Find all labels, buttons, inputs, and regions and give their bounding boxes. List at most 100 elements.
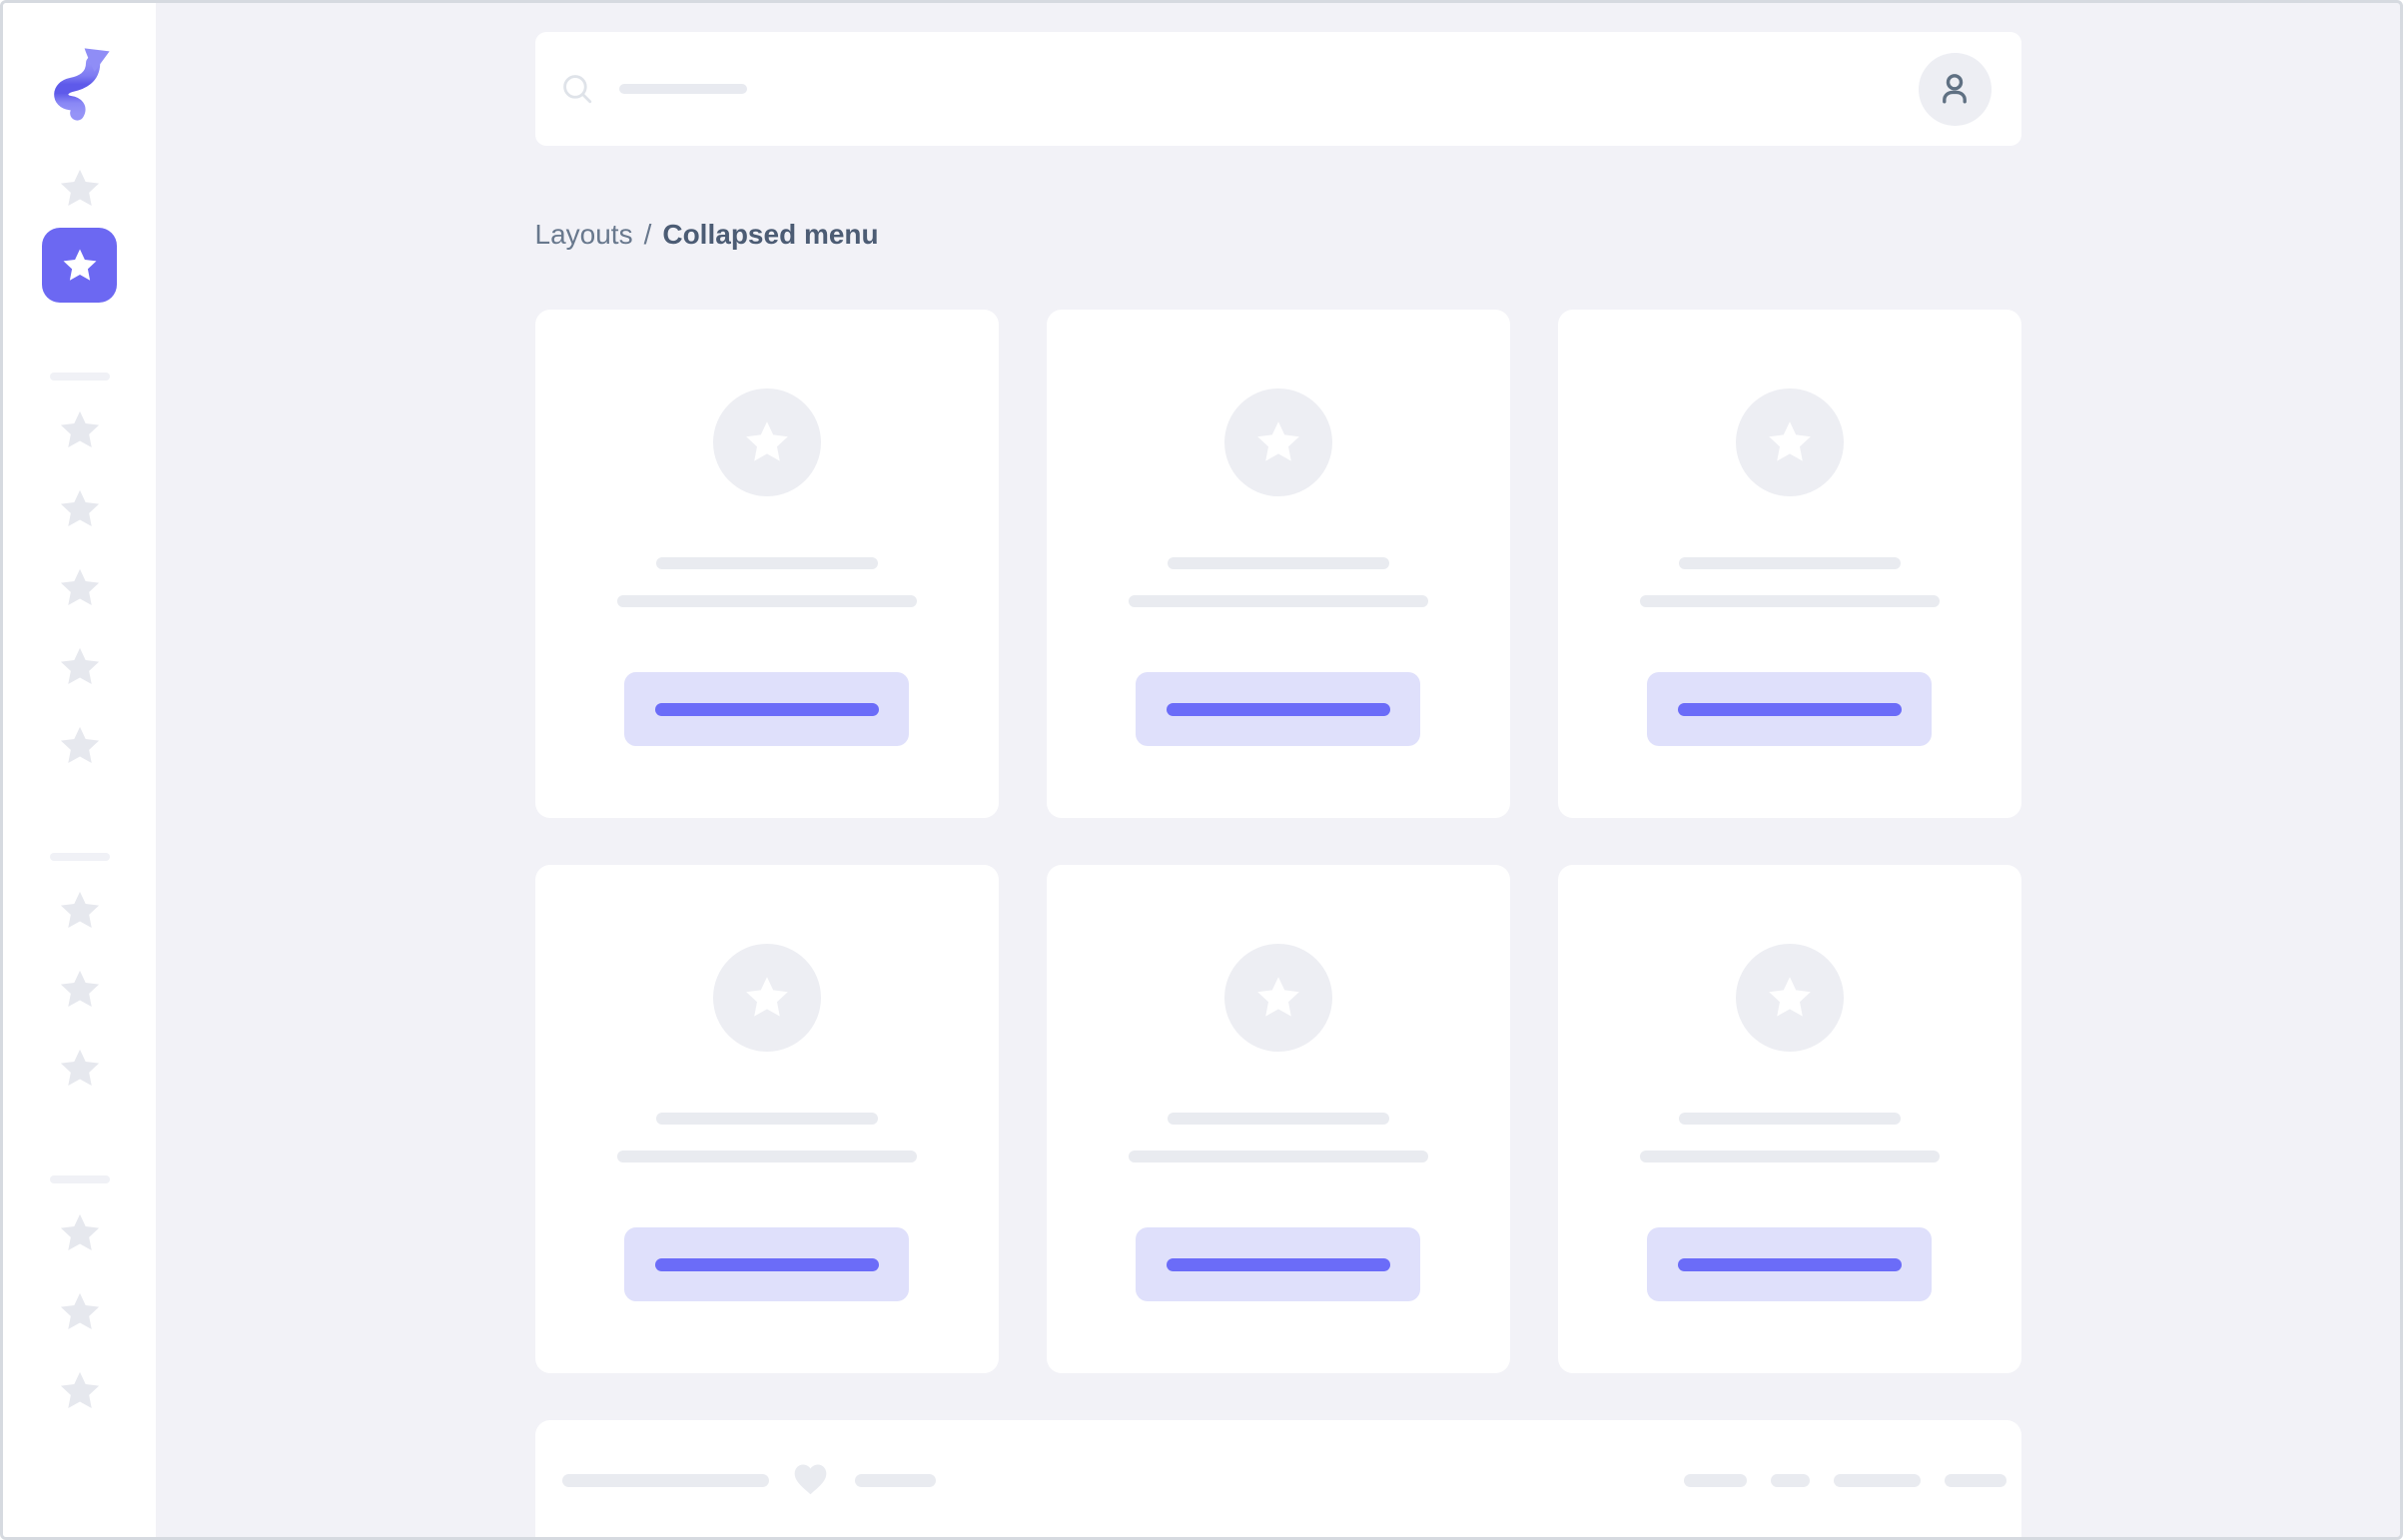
star-icon: [1765, 418, 1815, 466]
footer-card: [534, 1420, 2021, 1537]
meta-pill-skeleton: [1833, 1473, 1921, 1487]
breadcrumb-link-layouts[interactable]: Layouts: [534, 219, 633, 250]
card-grid: [534, 310, 2021, 1373]
sidebar-item-star[interactable]: [42, 873, 117, 948]
footer-row: [561, 1461, 2006, 1499]
breadcrumb: Layouts / Collapsed menu: [535, 218, 2021, 252]
card-avatar: [1223, 944, 1332, 1052]
card-action-button[interactable]: [1136, 1227, 1420, 1301]
card-title-skeleton: [655, 557, 878, 569]
card-avatar: [712, 388, 821, 496]
star-icon: [57, 724, 103, 768]
sidebar-divider: [49, 1175, 110, 1183]
main-content: Layouts / Collapsed menu: [156, 3, 2400, 1537]
star-icon: [57, 566, 103, 610]
star-icon: [742, 974, 792, 1022]
search-input[interactable]: [562, 32, 1919, 146]
breadcrumb-separator: /: [643, 219, 652, 250]
star-icon: [1253, 418, 1303, 466]
sidebar-item-star[interactable]: [42, 952, 117, 1027]
footer-text-skeleton: [561, 1473, 769, 1487]
card-avatar: [1735, 388, 1844, 496]
heart-icon[interactable]: [791, 1461, 830, 1499]
sidebar: [3, 3, 156, 1537]
sidebar-item-star[interactable]: [42, 471, 117, 546]
meta-pill-skeleton: [1770, 1473, 1810, 1487]
sidebar-item-star[interactable]: [42, 1031, 117, 1106]
sidebar-item-star[interactable]: [42, 151, 117, 226]
card-action-button[interactable]: [624, 672, 909, 746]
card-avatar: [1223, 388, 1332, 496]
meta-pill-skeleton: [1944, 1473, 2006, 1487]
card-title-skeleton: [655, 1113, 878, 1125]
sidebar-divider: [49, 373, 110, 381]
sidebar-item-star[interactable]: [42, 708, 117, 783]
star-icon: [57, 645, 103, 689]
sidebar-item-star[interactable]: [42, 1274, 117, 1349]
star-icon: [57, 1369, 103, 1413]
sidebar-item-star[interactable]: [42, 1195, 117, 1270]
star-icon: [57, 1290, 103, 1334]
card-avatar: [712, 944, 821, 1052]
sidebar-group-3: [42, 1106, 117, 1428]
sidebar-item-star[interactable]: [42, 629, 117, 704]
sidebar-divider: [49, 853, 110, 861]
footer-meta-pills: [1683, 1473, 2006, 1487]
card-subtitle-skeleton: [1128, 1151, 1428, 1162]
card-title-skeleton: [1678, 1113, 1901, 1125]
sidebar-item-star[interactable]: [42, 1353, 117, 1428]
sidebar-group-1: [42, 303, 117, 783]
content-card: [534, 865, 999, 1373]
content-card: [534, 310, 999, 818]
button-label-skeleton: [654, 702, 879, 716]
star-icon: [60, 247, 100, 285]
sidebar-item-star-active[interactable]: [42, 228, 117, 303]
user-icon: [1938, 72, 1972, 106]
button-label-skeleton: [1166, 702, 1390, 716]
content-card: [1046, 865, 1510, 1373]
card-subtitle-skeleton: [616, 595, 917, 607]
sidebar-item-star[interactable]: [42, 550, 117, 625]
star-icon: [57, 1047, 103, 1091]
button-label-skeleton: [1166, 1257, 1390, 1271]
shuffle-logo[interactable]: [45, 45, 115, 125]
search-placeholder-skeleton: [618, 84, 747, 94]
star-icon: [57, 1211, 103, 1255]
card-subtitle-skeleton: [1128, 595, 1428, 607]
sidebar-group-2: [42, 783, 117, 1106]
button-label-skeleton: [654, 1257, 879, 1271]
sidebar-item-star[interactable]: [42, 392, 117, 467]
card-action-button[interactable]: [1136, 672, 1420, 746]
star-icon: [57, 889, 103, 933]
card-title-skeleton: [1167, 557, 1389, 569]
card-action-button[interactable]: [624, 1227, 909, 1301]
meta-pill-skeleton: [1683, 1473, 1747, 1487]
card-subtitle-skeleton: [1639, 1151, 1940, 1162]
content-card: [1557, 865, 2021, 1373]
star-icon: [57, 167, 103, 211]
star-icon: [742, 418, 792, 466]
star-icon: [1253, 974, 1303, 1022]
star-icon: [57, 487, 103, 531]
footer-text-skeleton: [854, 1473, 936, 1487]
star-icon: [57, 968, 103, 1012]
breadcrumb-current: Collapsed menu: [662, 219, 879, 250]
card-action-button[interactable]: [1647, 672, 1932, 746]
card-title-skeleton: [1167, 1113, 1389, 1125]
profile-button[interactable]: [1918, 52, 1992, 126]
card-title-skeleton: [1678, 557, 1901, 569]
topbar-card: [534, 32, 2021, 146]
card-subtitle-skeleton: [616, 1151, 917, 1162]
search-icon: [562, 74, 593, 105]
card-avatar: [1735, 944, 1844, 1052]
shuffle-logo-icon: [53, 48, 110, 121]
content-card: [1046, 310, 1510, 818]
button-label-skeleton: [1677, 702, 1902, 716]
star-icon: [1765, 974, 1815, 1022]
card-subtitle-skeleton: [1639, 595, 1940, 607]
content-card: [1557, 310, 2021, 818]
card-action-button[interactable]: [1647, 1227, 1932, 1301]
star-icon: [57, 408, 103, 452]
button-label-skeleton: [1677, 1257, 1902, 1271]
